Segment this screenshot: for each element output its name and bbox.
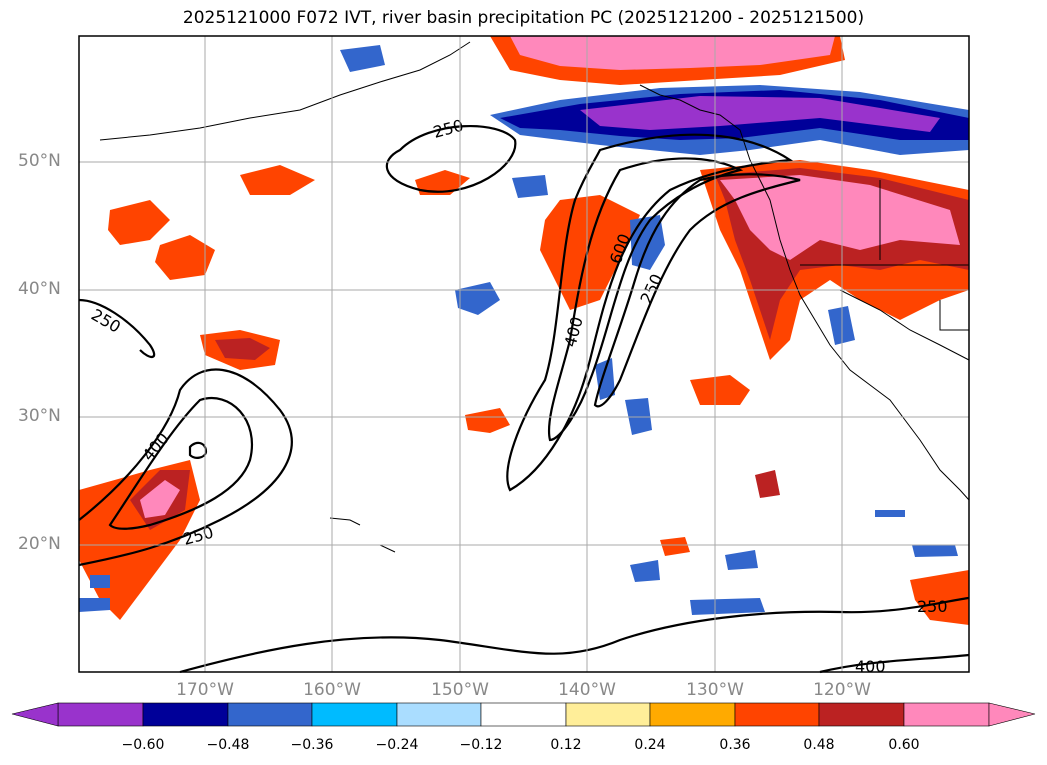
lon-label: 130°W [686, 680, 744, 700]
colorbar-tick-label: −0.12 [459, 737, 503, 753]
lon-label: 120°W [813, 680, 871, 700]
lat-label: 50°N [18, 151, 61, 171]
contour-label: 400 [855, 657, 886, 676]
precip-negative-fill [79, 45, 969, 615]
colorbar-segment [142, 702, 229, 727]
colorbar-tick-label: −0.48 [206, 737, 250, 753]
colorbar-segment [227, 702, 313, 727]
colorbar-segment [734, 702, 820, 727]
lon-label: 170°W [176, 680, 234, 700]
colorbar-segment [903, 702, 990, 727]
graticule [79, 36, 969, 672]
colorbar-segment [57, 702, 144, 727]
colorbar-tick-label: 0.60 [888, 737, 920, 753]
map-panel: 250 250 400 250 600 400 250 250 400 [78, 35, 970, 676]
colorbar-segment [311, 702, 398, 727]
map-frame [78, 35, 970, 673]
colorbar-segment [480, 702, 567, 727]
colorbar-tick-label: −0.24 [375, 737, 419, 753]
map-title: 2025121000 F072 IVT, river basin precipi… [182, 8, 865, 28]
colorbar-segment [649, 702, 736, 727]
lat-label: 30°N [18, 406, 61, 426]
colorbar-tick-label: 0.48 [803, 737, 835, 753]
lon-label: 160°W [303, 680, 361, 700]
ivt-contours [78, 125, 970, 674]
colorbar-extend-high [988, 702, 1036, 727]
lon-label: 140°W [558, 680, 616, 700]
colorbar-tick-label: 0.36 [719, 737, 751, 753]
colorbar-tick-label: 0.12 [550, 737, 582, 753]
colorbar-segment [396, 702, 482, 727]
colorbar [11, 702, 1036, 727]
contour-label: 250 [917, 597, 948, 616]
lat-label: 20°N [18, 534, 61, 554]
colorbar-tick-label: −0.60 [121, 737, 165, 753]
colorbar-segment [565, 702, 651, 727]
lat-label: 40°N [18, 279, 61, 299]
colorbar-extend-low [11, 702, 59, 727]
lon-label: 150°W [431, 680, 489, 700]
colorbar-segment [818, 702, 905, 727]
coastlines [99, 41, 970, 553]
colorbar-tick-label: 0.24 [634, 737, 666, 753]
colorbar-tick-label: −0.36 [290, 737, 334, 753]
